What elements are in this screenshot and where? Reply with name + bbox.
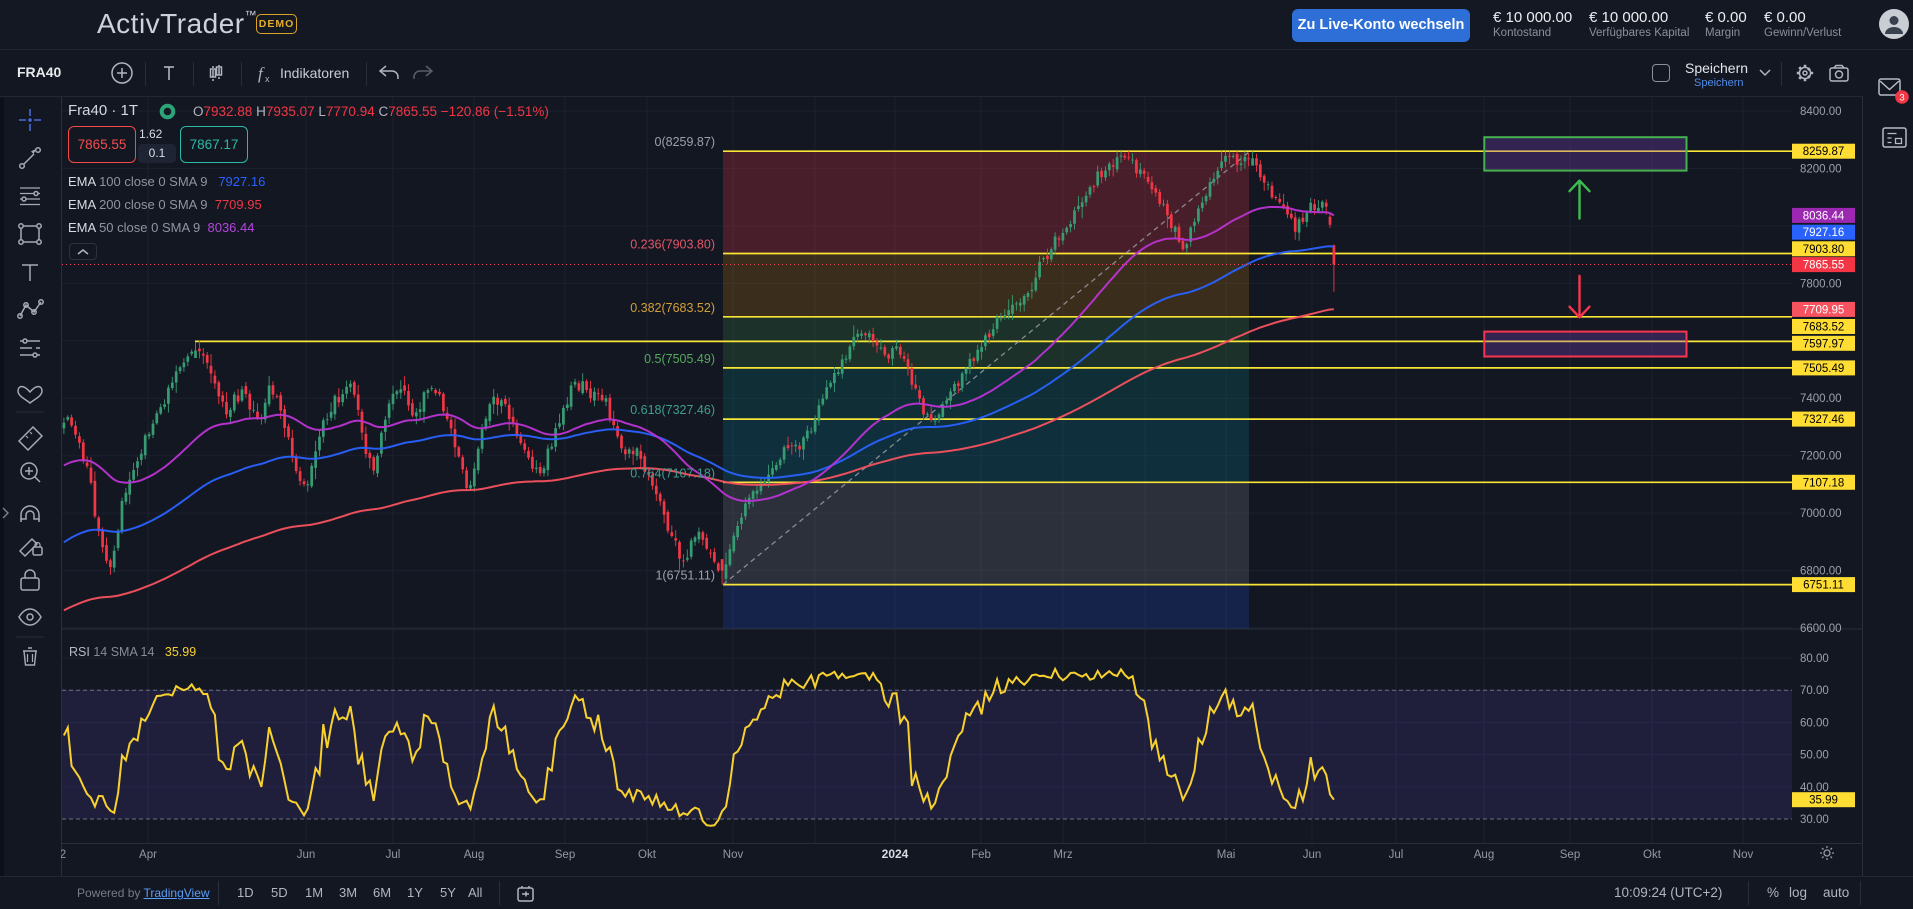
svg-text:0.5(7505.49): 0.5(7505.49) xyxy=(644,352,715,366)
svg-text:f: f xyxy=(258,64,265,83)
svg-text:Feb: Feb xyxy=(971,849,991,861)
svg-text:Sep: Sep xyxy=(555,849,575,861)
svg-text:Jun: Jun xyxy=(297,849,316,861)
svg-text:50.00: 50.00 xyxy=(1800,750,1829,762)
svg-text:6600.00: 6600.00 xyxy=(1800,623,1842,635)
svg-text:60.00: 60.00 xyxy=(1800,717,1829,729)
svg-text:80.00: 80.00 xyxy=(1800,653,1829,665)
svg-text:Aug: Aug xyxy=(464,849,484,861)
svg-text:7800.00: 7800.00 xyxy=(1800,278,1842,290)
svg-text:35.99: 35.99 xyxy=(1809,795,1838,807)
svg-text:Mai: Mai xyxy=(1217,849,1236,861)
svg-text:0.764(7107.18): 0.764(7107.18) xyxy=(630,466,715,480)
svg-text:Okt: Okt xyxy=(638,849,657,861)
svg-text:30.00: 30.00 xyxy=(1800,814,1829,826)
svg-text:6751.11: 6751.11 xyxy=(1803,580,1844,592)
svg-text:3: 3 xyxy=(1899,93,1904,104)
svg-text:1(6751.11): 1(6751.11) xyxy=(655,569,715,583)
svg-text:7683.52: 7683.52 xyxy=(1803,322,1845,334)
svg-text:7865.55: 7865.55 xyxy=(1803,260,1845,272)
svg-text:2: 2 xyxy=(60,849,66,861)
svg-text:0.382(7683.52): 0.382(7683.52) xyxy=(630,301,715,315)
svg-text:0.236(7903.80): 0.236(7903.80) xyxy=(630,238,715,252)
svg-text:2024: 2024 xyxy=(882,847,909,861)
svg-text:8036.44: 8036.44 xyxy=(1803,210,1845,222)
svg-text:7327.46: 7327.46 xyxy=(1803,414,1845,426)
svg-text:Jul: Jul xyxy=(1389,849,1404,861)
svg-text:7000.00: 7000.00 xyxy=(1800,508,1842,520)
svg-text:Okt: Okt xyxy=(1643,849,1662,861)
svg-text:40.00: 40.00 xyxy=(1800,782,1829,794)
svg-text:8259.87: 8259.87 xyxy=(1803,146,1845,158)
svg-text:7597.97: 7597.97 xyxy=(1803,338,1845,350)
svg-text:7400.00: 7400.00 xyxy=(1800,393,1842,405)
svg-text:0.618(7327.46): 0.618(7327.46) xyxy=(630,403,715,417)
svg-text:Jun: Jun xyxy=(1303,849,1322,861)
svg-text:x: x xyxy=(265,74,270,84)
svg-text:0(8259.87): 0(8259.87) xyxy=(655,135,715,149)
svg-text:Sep: Sep xyxy=(1560,849,1580,861)
svg-text:Jul: Jul xyxy=(386,849,401,861)
svg-text:6800.00: 6800.00 xyxy=(1800,566,1842,578)
svg-text:8200.00: 8200.00 xyxy=(1800,163,1842,175)
svg-text:7505.49: 7505.49 xyxy=(1803,363,1845,375)
svg-text:Mrz: Mrz xyxy=(1053,849,1072,861)
svg-text:7927.16: 7927.16 xyxy=(1803,227,1845,239)
svg-text:Aug: Aug xyxy=(1474,849,1494,861)
svg-text:8400.00: 8400.00 xyxy=(1800,106,1842,118)
svg-text:Nov: Nov xyxy=(723,849,744,861)
svg-text:7903.80: 7903.80 xyxy=(1803,244,1845,256)
svg-text:7107.18: 7107.18 xyxy=(1803,477,1845,489)
svg-text:7200.00: 7200.00 xyxy=(1800,451,1842,463)
svg-text:Apr: Apr xyxy=(139,849,157,861)
svg-text:Nov: Nov xyxy=(1733,849,1754,861)
svg-text:70.00: 70.00 xyxy=(1800,685,1829,697)
svg-text:7709.95: 7709.95 xyxy=(1803,304,1845,316)
